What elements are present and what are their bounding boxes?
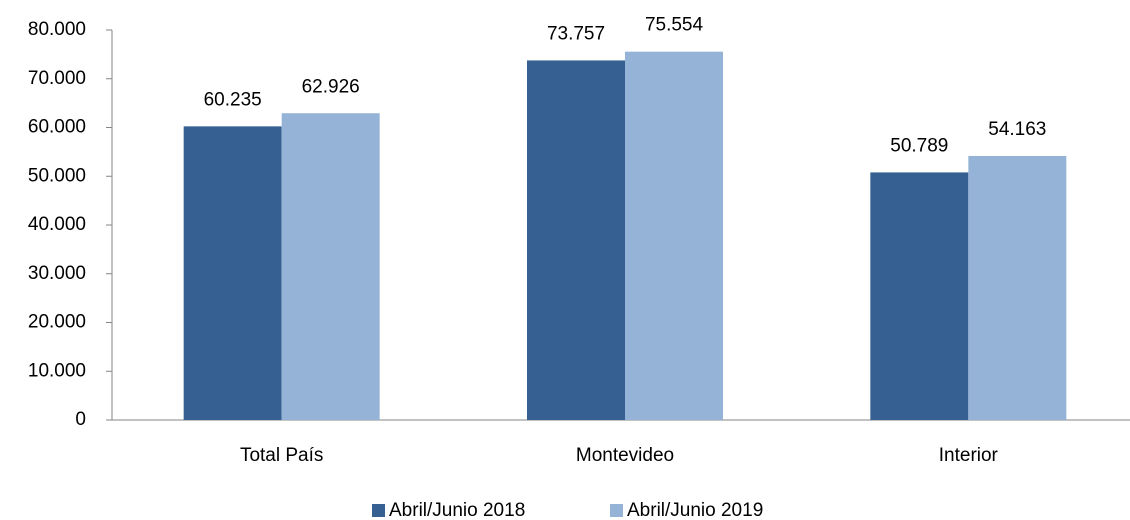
bar bbox=[281, 113, 380, 420]
y-tick-label: 80.000 bbox=[28, 19, 86, 40]
bar bbox=[625, 51, 723, 420]
x-tick-label: Montevideo bbox=[576, 445, 674, 466]
y-tick-label: 0 bbox=[75, 409, 86, 430]
y-tick-label: 20.000 bbox=[28, 312, 86, 333]
legend-swatch bbox=[372, 504, 385, 517]
y-tick-label: 30.000 bbox=[28, 263, 86, 284]
value-label: 75.554 bbox=[645, 15, 704, 36]
value-label: 50.789 bbox=[890, 135, 948, 156]
legend-label: Abril/Junio 2018 bbox=[389, 500, 525, 520]
bar bbox=[183, 126, 282, 421]
bar bbox=[870, 172, 969, 420]
legend-label: Abril/Junio 2019 bbox=[627, 500, 763, 520]
y-tick-label: 40.000 bbox=[28, 214, 86, 235]
x-tick-label: Total País bbox=[240, 445, 323, 466]
value-label: 60.235 bbox=[204, 89, 262, 110]
y-tick-label: 60.000 bbox=[28, 117, 86, 138]
x-tick-label: Interior bbox=[939, 445, 999, 466]
value-label: 62.926 bbox=[302, 76, 360, 97]
legend-swatch bbox=[610, 504, 623, 517]
bar bbox=[968, 155, 1067, 420]
value-label: 54.163 bbox=[988, 119, 1046, 140]
bar bbox=[527, 60, 625, 420]
y-tick-label: 10.000 bbox=[28, 360, 86, 381]
y-tick-label: 70.000 bbox=[28, 68, 86, 89]
y-tick-label: 50.000 bbox=[28, 165, 86, 186]
value-label: 73.757 bbox=[547, 23, 605, 44]
